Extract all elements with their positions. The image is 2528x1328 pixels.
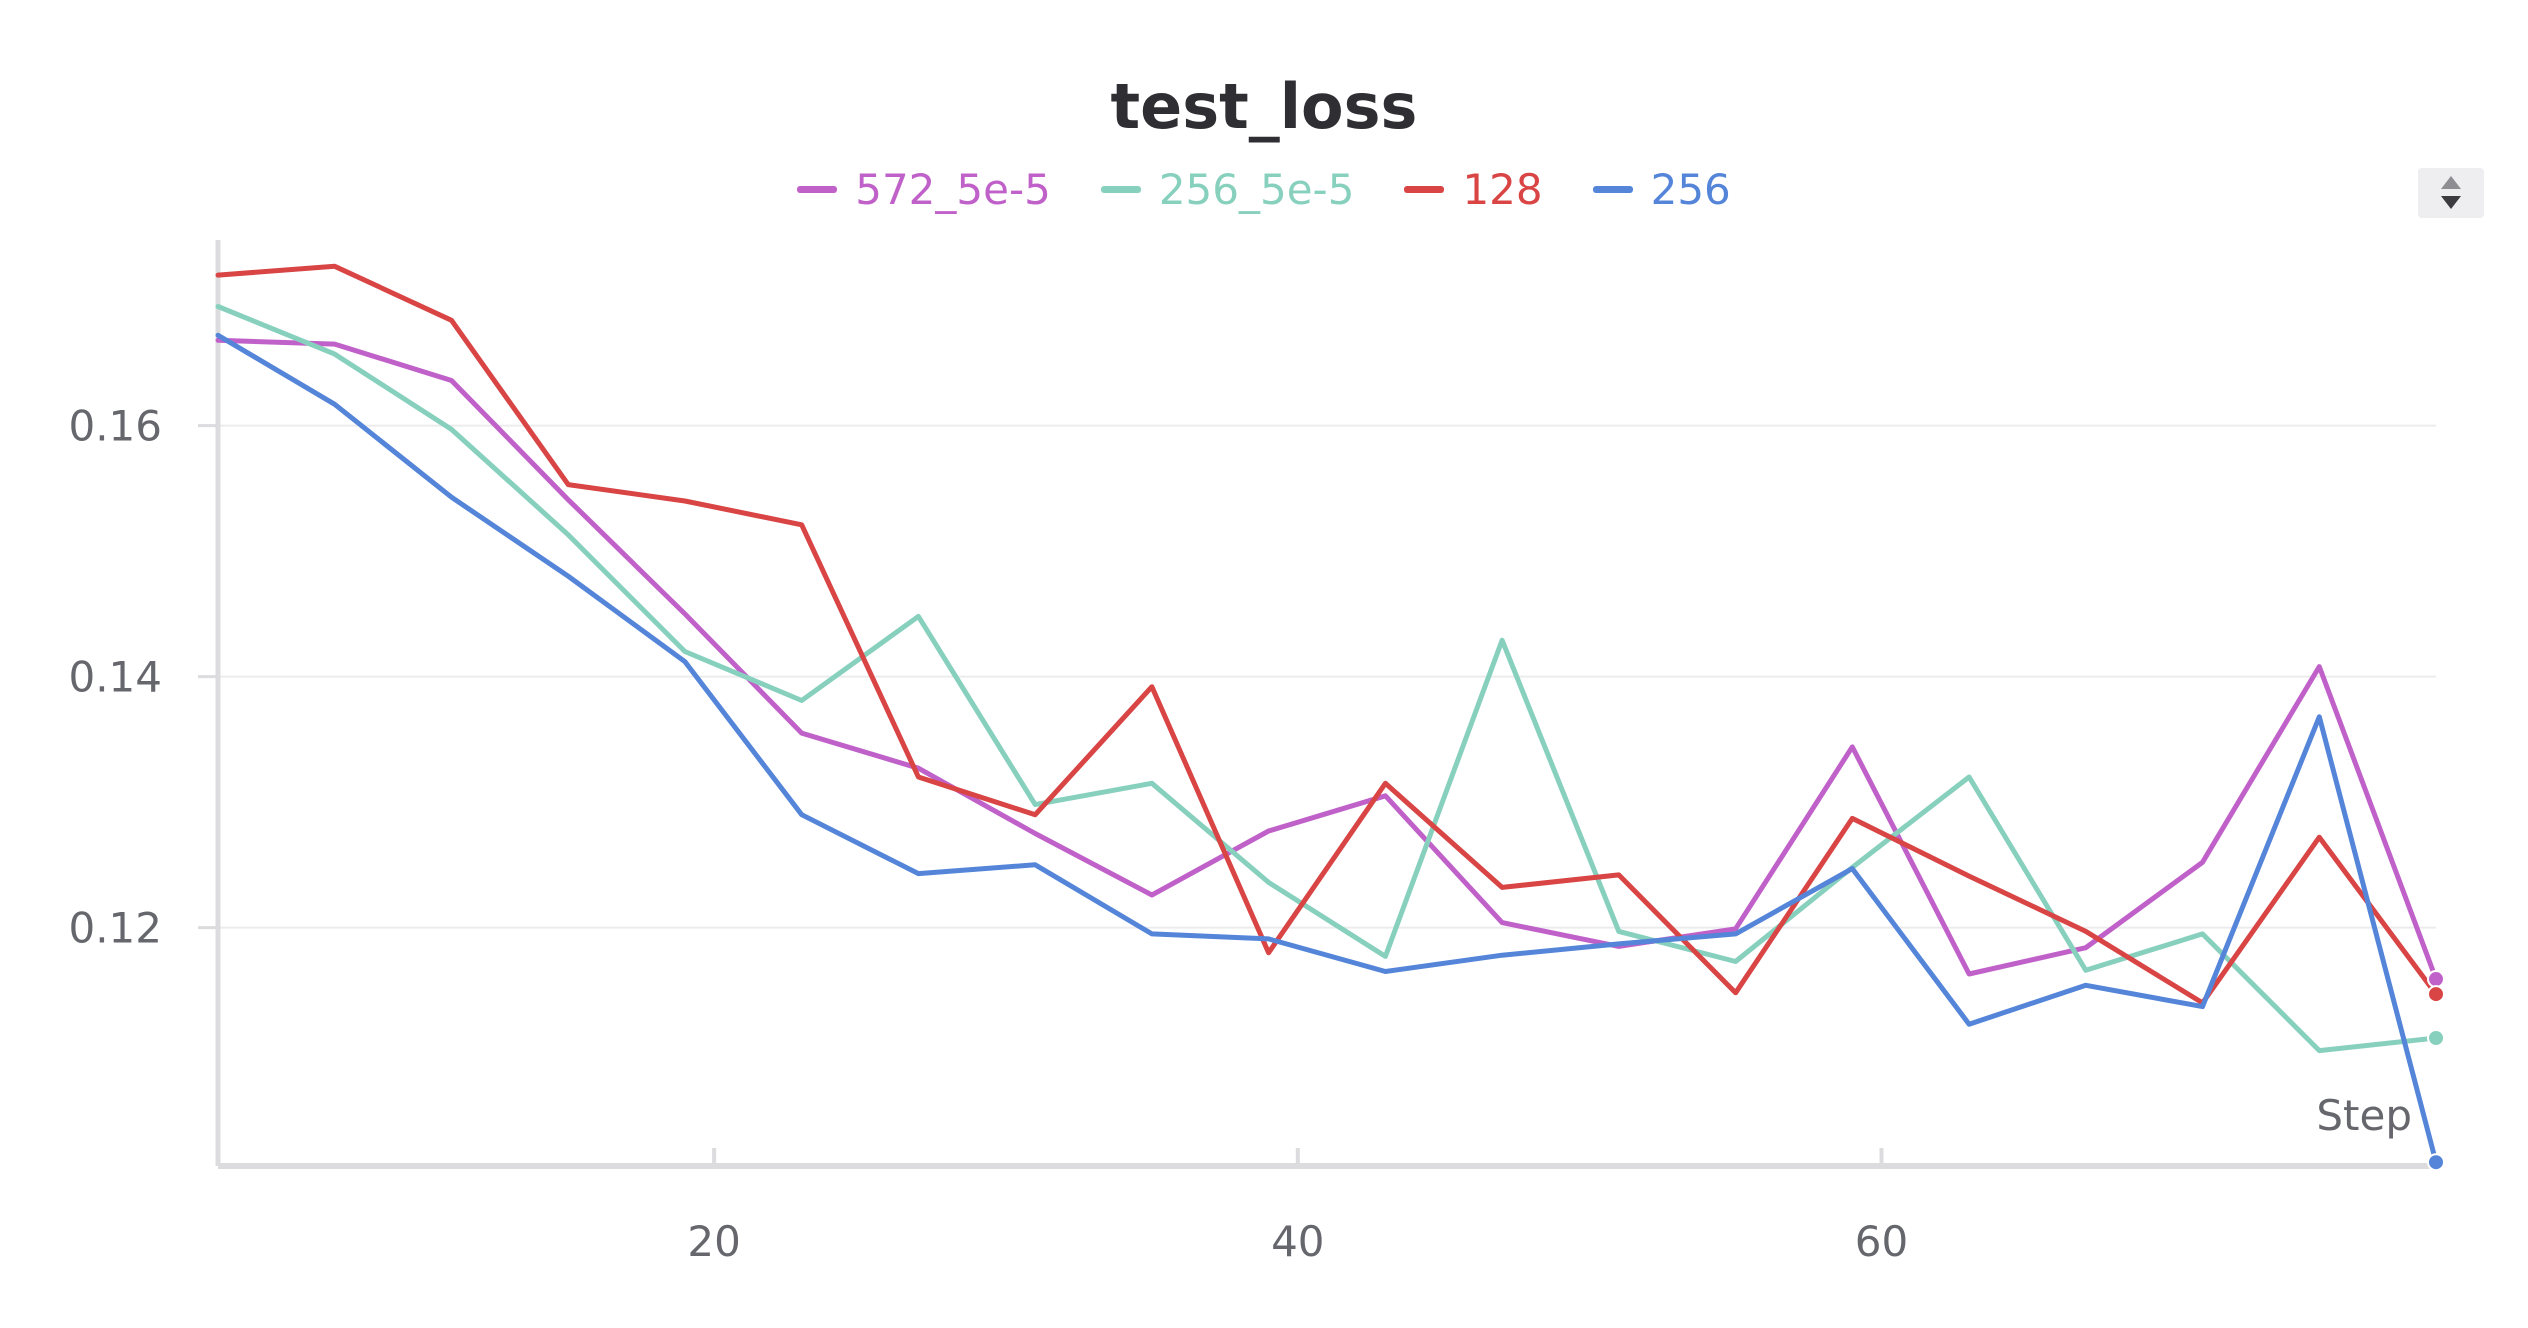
x-tick-label: 20 bbox=[687, 1217, 740, 1266]
y-tick-label: 0.14 bbox=[68, 653, 162, 702]
legend-swatch bbox=[1100, 186, 1141, 193]
series-line-128 bbox=[215, 263, 2439, 1006]
legend-item[interactable]: 256_5e-5 bbox=[1100, 165, 1355, 214]
series-endpoint-128 bbox=[2427, 985, 2445, 1004]
legend-label: 572_5e-5 bbox=[855, 165, 1051, 214]
legend-item[interactable]: 256 bbox=[1592, 165, 1731, 214]
series-line-256 bbox=[215, 332, 2439, 1165]
y-tick-label: 0.16 bbox=[68, 402, 162, 451]
series-line-572_5e-5 bbox=[215, 337, 2439, 982]
series-endpoint-256_5e-5 bbox=[2427, 1029, 2445, 1048]
series-line-256_5e-5 bbox=[215, 304, 2439, 1054]
legend-label: 256_5e-5 bbox=[1158, 165, 1355, 214]
x-tick-label: 40 bbox=[1271, 1217, 1324, 1266]
scroll-up-icon[interactable] bbox=[2441, 176, 2461, 189]
y-tick-label: 0.12 bbox=[68, 904, 162, 953]
legend-item[interactable]: 572_5e-5 bbox=[797, 165, 1051, 214]
chart-legend: 572_5e-5 256_5e-5 128 256 bbox=[0, 165, 2528, 214]
legend-swatch bbox=[1404, 186, 1445, 193]
legend-scroll-control[interactable] bbox=[2418, 168, 2484, 218]
legend-label: 256 bbox=[1650, 165, 1731, 214]
series-endpoint-256 bbox=[2427, 1153, 2445, 1172]
legend-label: 128 bbox=[1462, 165, 1543, 214]
legend-swatch bbox=[1592, 186, 1633, 193]
x-tick-label: 60 bbox=[1855, 1217, 1908, 1266]
legend-item[interactable]: 128 bbox=[1404, 165, 1543, 214]
scroll-down-icon[interactable] bbox=[2441, 196, 2461, 209]
series-endpoint-572_5e-5 bbox=[2427, 970, 2445, 989]
x-axis-title: Step bbox=[2316, 1091, 2412, 1140]
legend-swatch bbox=[797, 186, 838, 193]
chart-title: test_loss bbox=[1110, 70, 1418, 143]
